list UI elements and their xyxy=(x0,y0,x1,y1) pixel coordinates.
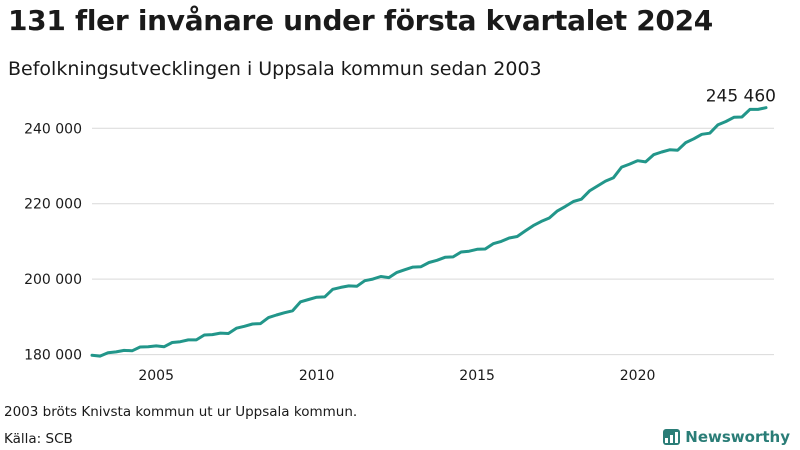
x-tick-label: 2020 xyxy=(620,368,656,384)
footnote: 2003 bröts Knivsta kommun ut ur Uppsala … xyxy=(4,404,358,420)
x-tick-label: 2010 xyxy=(299,368,335,384)
source-label: Källa: SCB xyxy=(4,431,73,447)
series-line xyxy=(90,106,768,358)
end-value-label: 245 460 xyxy=(706,87,776,107)
chart-title: 131 fler invånare under första kvartalet… xyxy=(8,4,713,37)
y-tick-label: 240 000 xyxy=(24,121,82,137)
line-chart: 180 000 200 000 220 000 240 000 2005 2010 2015… xyxy=(24,87,776,384)
y-tick-label: 180 000 xyxy=(24,348,82,364)
y-tick-label: 200 000 xyxy=(24,272,82,288)
chart-subtitle: Befolkningsutvecklingen i Uppsala kommun… xyxy=(8,58,542,80)
x-tick-label: 2015 xyxy=(459,368,495,384)
brand-name: Newsworthy xyxy=(685,428,790,446)
bar-chart-icon xyxy=(663,429,681,445)
y-tick-label: 220 000 xyxy=(24,197,82,213)
brand-logo: Newsworthy xyxy=(663,428,790,446)
x-tick-label: 2005 xyxy=(138,368,174,384)
